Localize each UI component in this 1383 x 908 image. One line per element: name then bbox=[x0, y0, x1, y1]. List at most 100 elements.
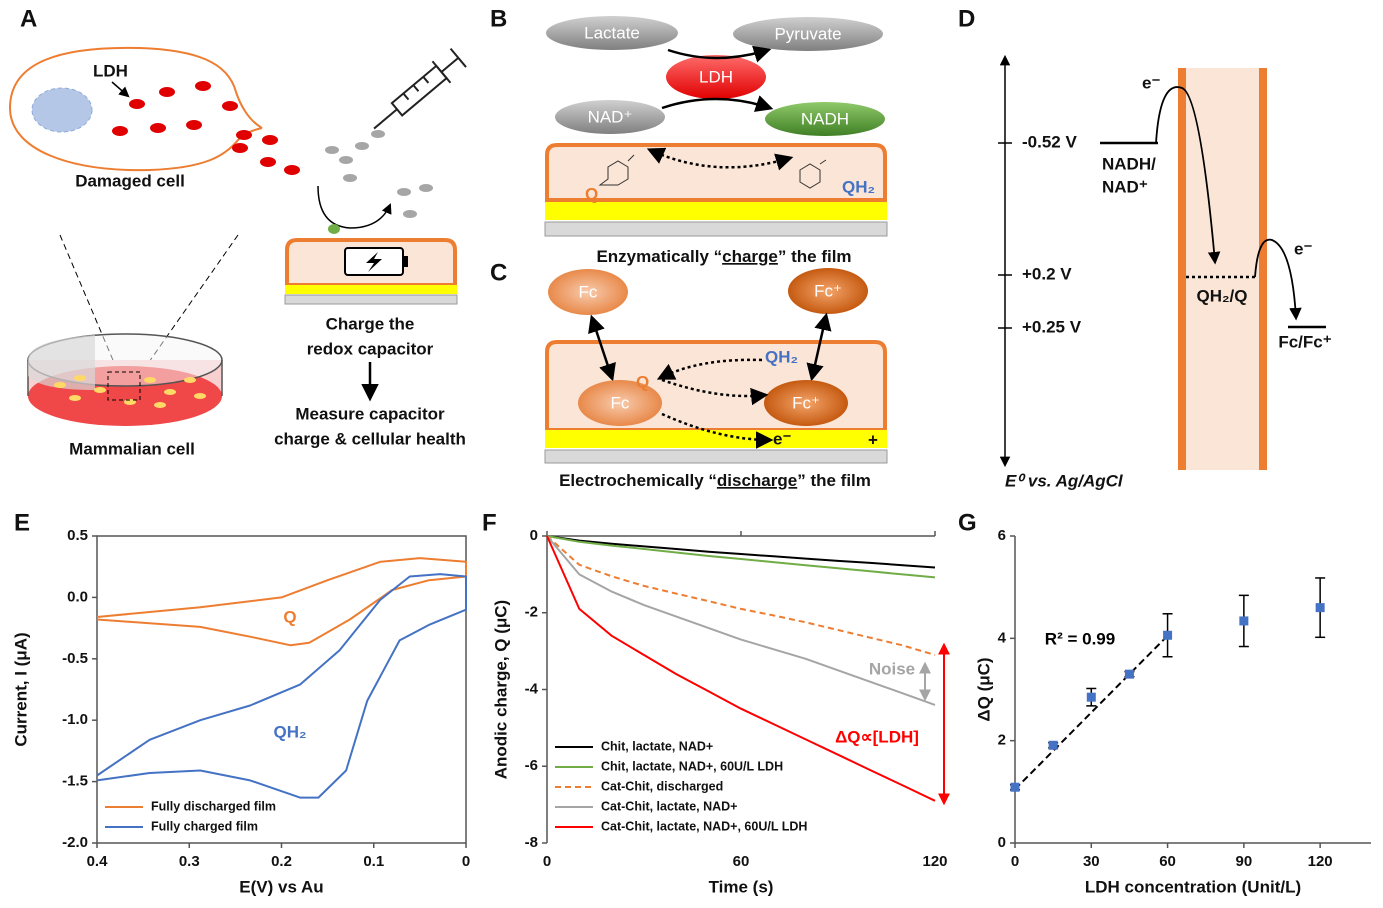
x-tick-label: 0 bbox=[543, 853, 551, 870]
dish-shade bbox=[28, 335, 95, 390]
level-label: -0.52 V bbox=[1022, 132, 1077, 151]
caption: redox capacitor bbox=[307, 339, 434, 358]
enzyme-label: LDH bbox=[699, 67, 733, 86]
caption: charge & cellular health bbox=[274, 429, 466, 448]
y-tick-label: 4 bbox=[998, 629, 1007, 646]
molecule bbox=[765, 102, 885, 136]
arrow bbox=[588, 314, 616, 382]
cell-outline bbox=[8, 46, 263, 172]
arrow bbox=[1254, 238, 1302, 321]
electrode-gold bbox=[545, 202, 887, 220]
electrode bbox=[544, 449, 888, 464]
caption-part: Enzymatically “ bbox=[596, 247, 722, 266]
y-tick-label: -2 bbox=[525, 604, 538, 621]
molecule bbox=[733, 17, 883, 51]
caption-part: discharge bbox=[717, 471, 797, 490]
point bbox=[1086, 692, 1096, 702]
annotation: R² = 0.99 bbox=[1045, 629, 1115, 648]
y-tick-label: -8 bbox=[525, 834, 538, 851]
dot bbox=[343, 174, 357, 182]
caption-part: Electrochemically “ bbox=[559, 471, 717, 490]
panel-label: D bbox=[958, 5, 975, 32]
plunger bbox=[440, 57, 459, 73]
x-tick-label: 0 bbox=[462, 853, 470, 870]
mediator bbox=[788, 268, 868, 314]
ldh-dot bbox=[222, 101, 238, 111]
mcell bbox=[54, 382, 66, 388]
dotted-arrow bbox=[656, 358, 763, 380]
ldh-dot bbox=[262, 135, 278, 145]
plus-label: + bbox=[868, 430, 878, 449]
y-axis-title: ΔQ (μC) bbox=[974, 657, 993, 721]
dot bbox=[325, 146, 339, 154]
ldh-dot bbox=[260, 157, 276, 167]
mediator-label: Fc bbox=[611, 393, 630, 412]
legend-label: Cat-Chit, lactate, NAD+ bbox=[601, 799, 737, 813]
molecule-label: NAD⁺ bbox=[588, 107, 633, 126]
mcell bbox=[194, 393, 206, 399]
point bbox=[1048, 740, 1058, 750]
panel-label: G bbox=[958, 509, 977, 536]
electrode bbox=[544, 221, 888, 237]
dot bbox=[371, 130, 385, 138]
point bbox=[1010, 782, 1020, 792]
annotation: QH₂ bbox=[273, 722, 306, 741]
molecule-label: Pyruvate bbox=[774, 24, 841, 43]
y-tick-label: 2 bbox=[998, 732, 1006, 749]
dot bbox=[403, 210, 417, 218]
axis-label: E⁰ vs. Ag/AgCl bbox=[1005, 471, 1124, 490]
cells bbox=[54, 375, 206, 408]
x-axis-title: Time (s) bbox=[709, 877, 774, 896]
point bbox=[1239, 616, 1249, 626]
panel-label: B bbox=[490, 5, 507, 32]
y-axis-title: Current, I (μA) bbox=[11, 632, 30, 746]
mcell bbox=[144, 377, 156, 383]
film bbox=[545, 143, 887, 202]
point bbox=[1124, 669, 1134, 679]
mediator-label: Fc⁺ bbox=[792, 393, 820, 412]
dot bbox=[397, 188, 411, 196]
mediator-label: Fc bbox=[579, 282, 598, 301]
series-line bbox=[96, 557, 467, 647]
panel-label: A bbox=[20, 5, 37, 32]
annotation: Noise bbox=[869, 659, 915, 678]
level-label: +0.25 V bbox=[1022, 317, 1082, 336]
caption: Measure capacitor bbox=[295, 404, 445, 423]
x-tick-label: 30 bbox=[1083, 853, 1100, 870]
point bbox=[1163, 630, 1173, 640]
electron-label: e⁻ bbox=[1142, 73, 1160, 92]
syringe bbox=[373, 48, 467, 130]
dot bbox=[419, 184, 433, 192]
point bbox=[1315, 603, 1325, 613]
level-name: NAD⁺ bbox=[1102, 177, 1148, 196]
level-name: NADH/ bbox=[1102, 154, 1156, 173]
ldh-label: LDH bbox=[93, 61, 128, 80]
mediator-label: Fc⁺ bbox=[814, 281, 842, 300]
ldh-dot bbox=[186, 120, 202, 130]
flange bbox=[431, 60, 452, 84]
x-tick-label: 90 bbox=[1236, 853, 1253, 870]
mcell bbox=[69, 395, 81, 401]
electron-label: e⁻ bbox=[773, 429, 791, 448]
cell bbox=[8, 46, 263, 172]
caption: Mammalian cell bbox=[69, 439, 195, 458]
ldh-dot bbox=[112, 126, 128, 136]
y-tick-label: -0.5 bbox=[62, 650, 88, 667]
y-tick-label: 0.0 bbox=[67, 588, 88, 605]
y-tick-label: -1.5 bbox=[62, 773, 88, 790]
arrow bbox=[317, 185, 392, 229]
mcell bbox=[154, 402, 166, 408]
ldh-dot bbox=[129, 99, 145, 109]
arrow bbox=[1155, 86, 1221, 265]
ldh-dots bbox=[112, 81, 300, 175]
caption: Damaged cell bbox=[75, 171, 185, 190]
mark bbox=[402, 92, 410, 101]
x-axis-title: LDH concentration (Unit/L) bbox=[1085, 877, 1301, 896]
electrode-gold bbox=[285, 285, 457, 294]
trendline bbox=[1014, 635, 1169, 790]
dotted-arrow bbox=[661, 412, 774, 449]
y-tick-label: 0 bbox=[530, 527, 538, 544]
y-tick-label: 6 bbox=[998, 527, 1006, 544]
arrow bbox=[806, 312, 832, 382]
